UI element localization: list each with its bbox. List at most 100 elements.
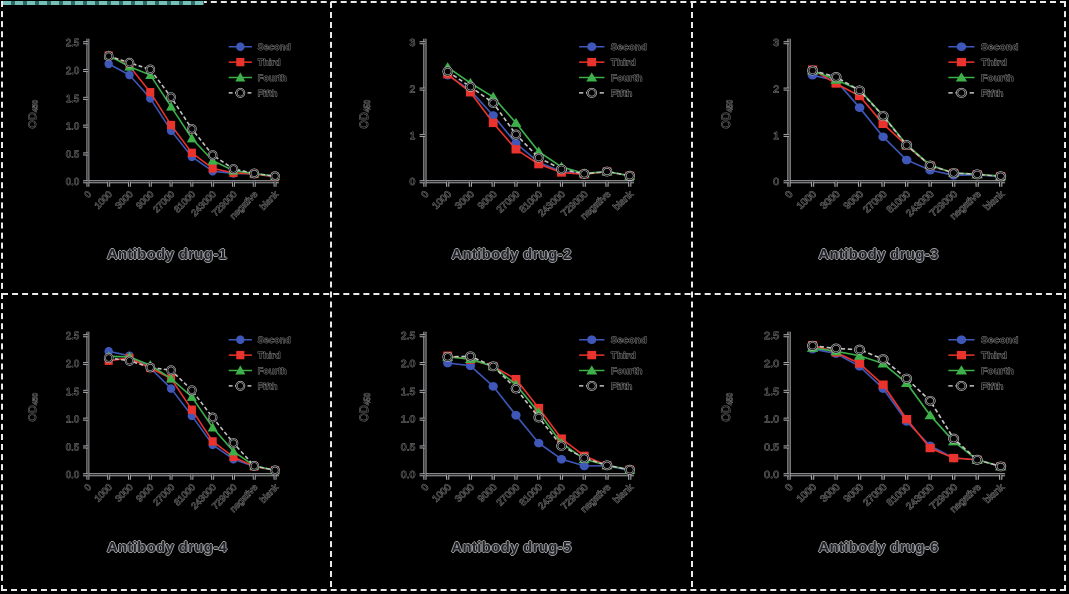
y-tick-label: 0.5 (764, 443, 779, 453)
x-tick-label: 27000 (151, 482, 176, 508)
legend-label: Second (611, 42, 647, 53)
y-tick-label: 2.0 (66, 359, 80, 370)
y-tick-label: 3 (410, 38, 416, 49)
x-tick-label: 3000 (113, 482, 134, 504)
x-tick-label: 27000 (495, 482, 523, 508)
y-tick-label: 0.5 (401, 443, 416, 454)
y-tick-label: 2.0 (66, 66, 80, 77)
chart-title: Antibody drug-4 (106, 539, 228, 556)
x-tick-label: 27000 (861, 482, 890, 508)
x-tick-label: blank (611, 189, 636, 213)
y-tick-label: 1 (773, 131, 779, 141)
selection-highlight-bar (3, 1, 204, 5)
series-fifth (442, 66, 636, 181)
chart-title: Antibody drug-1 (106, 246, 228, 263)
x-tick-label: 0 (783, 189, 796, 200)
legend-label: Second (258, 335, 291, 345)
y-tick-label: 2.0 (764, 359, 779, 369)
series-fifth (807, 340, 1007, 472)
y-axis-label: OD450 (721, 99, 735, 128)
y-tick-label: 2.5 (401, 331, 416, 342)
series-third (104, 51, 280, 181)
x-tick-label: 3000 (818, 482, 843, 505)
x-tick-label: blank (982, 189, 1008, 212)
chart-title: Antibody drug-2 (451, 246, 572, 263)
y-tick-label: 0.5 (66, 149, 80, 160)
y-tick-label: 1.5 (401, 387, 416, 398)
y-tick-label: 0 (410, 177, 416, 188)
panel-antibody-drug-1: 0 1000 3000 9000 27000 81000 243000 729000 negat… (3, 3, 331, 293)
y-tick-label: 0.0 (401, 470, 416, 481)
legend-label: Second (981, 43, 1018, 53)
legend-label: Third (611, 351, 636, 362)
legend: Second Third Fourth Fifth (228, 335, 291, 392)
line-chart-antibody-drug-3: 0 1000 3000 90002700081000243000729000negat… (720, 38, 1019, 222)
chart-title: Antibody drug-6 (818, 539, 939, 556)
y-tick-label: 1.5 (764, 387, 779, 397)
legend-label: Second (611, 335, 647, 346)
legend-label: Fourth (611, 366, 643, 377)
panel-antibody-drug-2: 0 1000 3000 9000 27000 81000 243000 729000 negat… (332, 3, 691, 293)
legend-label: Third (981, 351, 1007, 361)
legend-label: Fourth (981, 366, 1014, 376)
x-tick-label: 1000 (795, 189, 820, 212)
panel-antibody-drug-4: 0 1000 3000 9000 27000 81000 243000 729000 negat… (3, 296, 331, 586)
x-tick-label: 1000 (430, 189, 454, 212)
y-tick-label: 2.5 (764, 332, 779, 342)
legend-label: Fourth (258, 366, 287, 376)
y-tick-label: 2.5 (66, 331, 80, 342)
series-fifth (807, 65, 1007, 182)
legend-label: Fifth (611, 382, 633, 393)
legend-label: Fourth (258, 73, 287, 83)
series-fifth (103, 51, 280, 182)
y-tick-label: 0.0 (764, 471, 779, 481)
legend-label: Fourth (981, 73, 1014, 83)
x-tick-label: 3000 (113, 189, 134, 211)
x-tick-label: 0 (419, 482, 431, 494)
legend: Second Third Fourth Fifth (579, 42, 647, 100)
legend: Second Third Fourth Fifth (948, 42, 1019, 100)
panel-antibody-drug-6: 0 1000 3000 9000 27000 81000 243000 729000 negat… (693, 296, 1064, 586)
line-chart-antibody-drug-1: 0 1000 3000 90002700081000243000729000negat… (27, 38, 292, 222)
y-tick-label: 1 (410, 131, 416, 142)
y-tick-label: 1.0 (66, 415, 80, 426)
legend-label: Third (258, 57, 281, 67)
y-tick-label: 1.5 (66, 387, 80, 398)
line-chart-antibody-drug-4: 0 1000 3000 90002700081000243000729000negat… (27, 331, 292, 515)
legend-label: Third (258, 350, 281, 360)
chart-title: Antibody drug-3 (818, 246, 939, 263)
y-axis-label: OD450 (359, 100, 372, 129)
legend: Second Third Fourth Fifth (579, 335, 647, 393)
x-tick-label: 0 (419, 189, 431, 201)
legend: Second Third Fourth Fifth (948, 335, 1019, 393)
y-tick-label: 2.0 (401, 359, 416, 370)
x-tick-label: 3000 (453, 482, 477, 505)
legend-label: Second (981, 336, 1018, 346)
y-tick-label: 0.0 (66, 470, 80, 481)
y-tick-label: 2.5 (66, 38, 80, 49)
series-fifth (442, 351, 636, 475)
y-tick-label: 0.0 (66, 177, 80, 188)
legend-label: Fifth (611, 89, 633, 100)
x-tick-label: 0 (783, 482, 796, 493)
y-tick-label: 1.0 (764, 415, 779, 425)
y-tick-label: 2 (773, 85, 779, 95)
y-axis-label: OD450 (27, 393, 40, 422)
y-tick-label: 0 (773, 178, 779, 188)
x-tick-label: blank (258, 189, 281, 212)
panel-antibody-drug-5: 0 1000 3000 9000 27000 81000 243000 729000 negat… (332, 296, 691, 586)
y-tick-label: 3 (773, 39, 779, 49)
x-tick-label: 3000 (453, 189, 477, 212)
x-tick-label: 27000 (861, 189, 890, 215)
x-tick-label: 1000 (795, 482, 820, 505)
x-tick-label: 27000 (151, 189, 176, 215)
line-chart-antibody-drug-5: 01000300090002700081000243000729000negat… (358, 331, 647, 515)
x-tick-label: blank (258, 482, 281, 505)
x-tick-label: 1000 (93, 482, 114, 504)
x-tick-label: 3000 (818, 189, 843, 212)
axes: 01000300090002700081000243000729000negat… (400, 331, 636, 515)
legend-label: Fifth (981, 89, 1003, 99)
